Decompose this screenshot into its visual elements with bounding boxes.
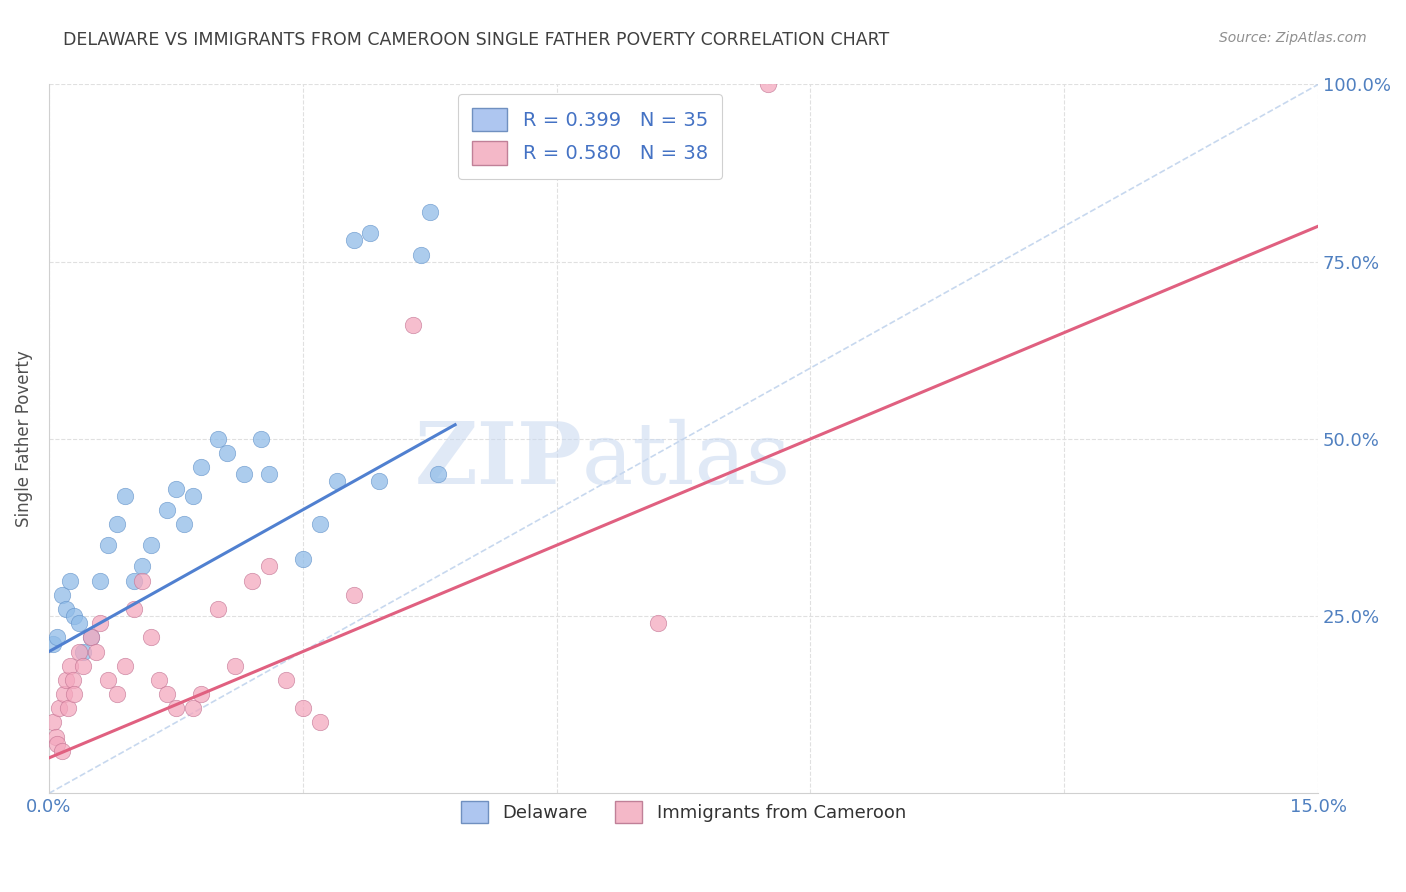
- Point: [59, 658, 82, 673]
- Point: [342, 588, 364, 602]
- Point: [156, 687, 179, 701]
- Point: [342, 234, 364, 248]
- Point: [84, 644, 107, 658]
- Point: [53, 687, 76, 701]
- Point: [51, 744, 73, 758]
- Point: [173, 516, 195, 531]
- Point: [181, 489, 204, 503]
- Point: [224, 658, 246, 673]
- Point: [756, 78, 779, 92]
- Point: [114, 489, 136, 503]
- Point: [190, 687, 212, 701]
- Point: [291, 552, 314, 566]
- Point: [360, 227, 382, 241]
- Point: [156, 503, 179, 517]
- Point: [55, 602, 77, 616]
- Point: [48, 701, 70, 715]
- Point: [139, 538, 162, 552]
- Point: [105, 516, 128, 531]
- Point: [89, 574, 111, 588]
- Point: [165, 482, 187, 496]
- Point: [80, 631, 103, 645]
- Point: [42, 638, 65, 652]
- Point: [131, 559, 153, 574]
- Point: [131, 574, 153, 588]
- Point: [181, 701, 204, 715]
- Point: [63, 609, 86, 624]
- Point: [308, 715, 330, 730]
- Point: [105, 687, 128, 701]
- Text: DELAWARE VS IMMIGRANTS FROM CAMEROON SINGLE FATHER POVERTY CORRELATION CHART: DELAWARE VS IMMIGRANTS FROM CAMEROON SIN…: [63, 31, 890, 49]
- Point: [139, 631, 162, 645]
- Point: [62, 673, 84, 687]
- Point: [411, 247, 433, 261]
- Point: [257, 559, 280, 574]
- Point: [427, 467, 450, 482]
- Point: [240, 574, 263, 588]
- Point: [148, 673, 170, 687]
- Text: ZIP: ZIP: [415, 418, 582, 502]
- Point: [97, 673, 120, 687]
- Point: [257, 467, 280, 482]
- Point: [80, 631, 103, 645]
- Point: [46, 631, 69, 645]
- Point: [51, 588, 73, 602]
- Point: [72, 658, 94, 673]
- Point: [59, 574, 82, 588]
- Text: atlas: atlas: [582, 418, 792, 501]
- Point: [97, 538, 120, 552]
- Point: [249, 432, 271, 446]
- Point: [647, 616, 669, 631]
- Point: [215, 446, 238, 460]
- Point: [46, 737, 69, 751]
- Point: [114, 658, 136, 673]
- Point: [207, 602, 229, 616]
- Point: [67, 644, 90, 658]
- Point: [122, 574, 145, 588]
- Y-axis label: Single Father Poverty: Single Father Poverty: [15, 351, 32, 527]
- Point: [122, 602, 145, 616]
- Point: [325, 475, 347, 489]
- Point: [402, 318, 425, 333]
- Point: [232, 467, 254, 482]
- Legend: Delaware, Immigrants from Cameroon: Delaware, Immigrants from Cameroon: [450, 790, 917, 834]
- Point: [67, 616, 90, 631]
- Point: [190, 460, 212, 475]
- Point: [89, 616, 111, 631]
- Point: [274, 673, 297, 687]
- Point: [55, 673, 77, 687]
- Point: [42, 715, 65, 730]
- Point: [207, 432, 229, 446]
- Point: [63, 687, 86, 701]
- Point: [56, 701, 79, 715]
- Point: [368, 475, 391, 489]
- Text: Source: ZipAtlas.com: Source: ZipAtlas.com: [1219, 31, 1367, 45]
- Point: [308, 516, 330, 531]
- Point: [45, 730, 67, 744]
- Point: [419, 205, 441, 219]
- Point: [165, 701, 187, 715]
- Point: [72, 644, 94, 658]
- Point: [291, 701, 314, 715]
